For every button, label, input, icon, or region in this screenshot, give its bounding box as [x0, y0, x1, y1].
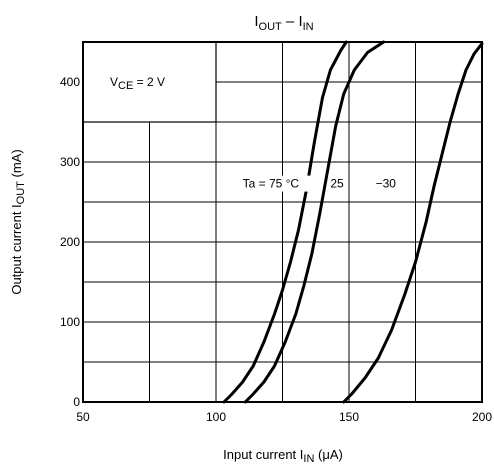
condition-label-pre: V	[110, 75, 118, 89]
y-axis-label-pre: Output current I	[9, 204, 24, 294]
curve-label-bg	[373, 175, 398, 192]
chart-title: IOUT – IIN	[254, 13, 313, 33]
series-line-3	[342, 42, 484, 404]
x-tick-labels: 50 100 150 200	[76, 410, 492, 424]
y-tick-label: 300	[60, 155, 80, 169]
curve-labels: Ta = 75 °C 25 −30	[240, 175, 398, 192]
y-tick-label: 0	[73, 395, 80, 409]
y-tick-label: 100	[60, 315, 80, 329]
x-axis-label-pre: Input current I	[223, 447, 303, 462]
y-tick-label: 400	[60, 75, 80, 89]
x-tick-label: 100	[206, 410, 226, 424]
y-axis-label-post: (mA)	[9, 149, 24, 181]
chart-title-sub2: IN	[303, 21, 314, 33]
series-line-2	[243, 40, 386, 404]
x-axis-label-sub: IN	[303, 453, 314, 465]
condition-label-sub: CE	[118, 80, 133, 92]
curves-layer	[222, 40, 484, 404]
chart-title-mid: – I	[282, 13, 303, 30]
y-tick-labels: 0 100 200 300 400	[60, 75, 80, 409]
x-tick-label: 150	[339, 410, 359, 424]
curve-label-1: Ta = 75 °C	[243, 177, 300, 191]
y-axis-label-sub: OUT	[15, 181, 27, 205]
x-axis-label-post: (μA)	[314, 447, 342, 462]
x-tick-label: 50	[76, 410, 90, 424]
y-axis-label: Output current IOUT (mA)	[9, 149, 27, 294]
plot-frame-layer	[82, 41, 483, 403]
x-tick-label: 200	[472, 410, 492, 424]
y-tick-label: 200	[60, 235, 80, 249]
chart-title-sub1: OUT	[259, 21, 283, 33]
curve-label-2: 25	[330, 177, 344, 191]
chart-title-main: I	[254, 13, 258, 30]
x-axis-label: Input current IIN (μA)	[223, 447, 343, 465]
curve-label-bg	[328, 175, 346, 192]
curve-label-bg	[240, 175, 311, 192]
curve-label-3: −30	[376, 177, 397, 191]
condition-label-post: = 2 V	[133, 75, 165, 89]
series-line-1	[222, 40, 348, 404]
plot-frame	[82, 41, 483, 403]
condition-label: VCE = 2 V	[110, 75, 165, 92]
